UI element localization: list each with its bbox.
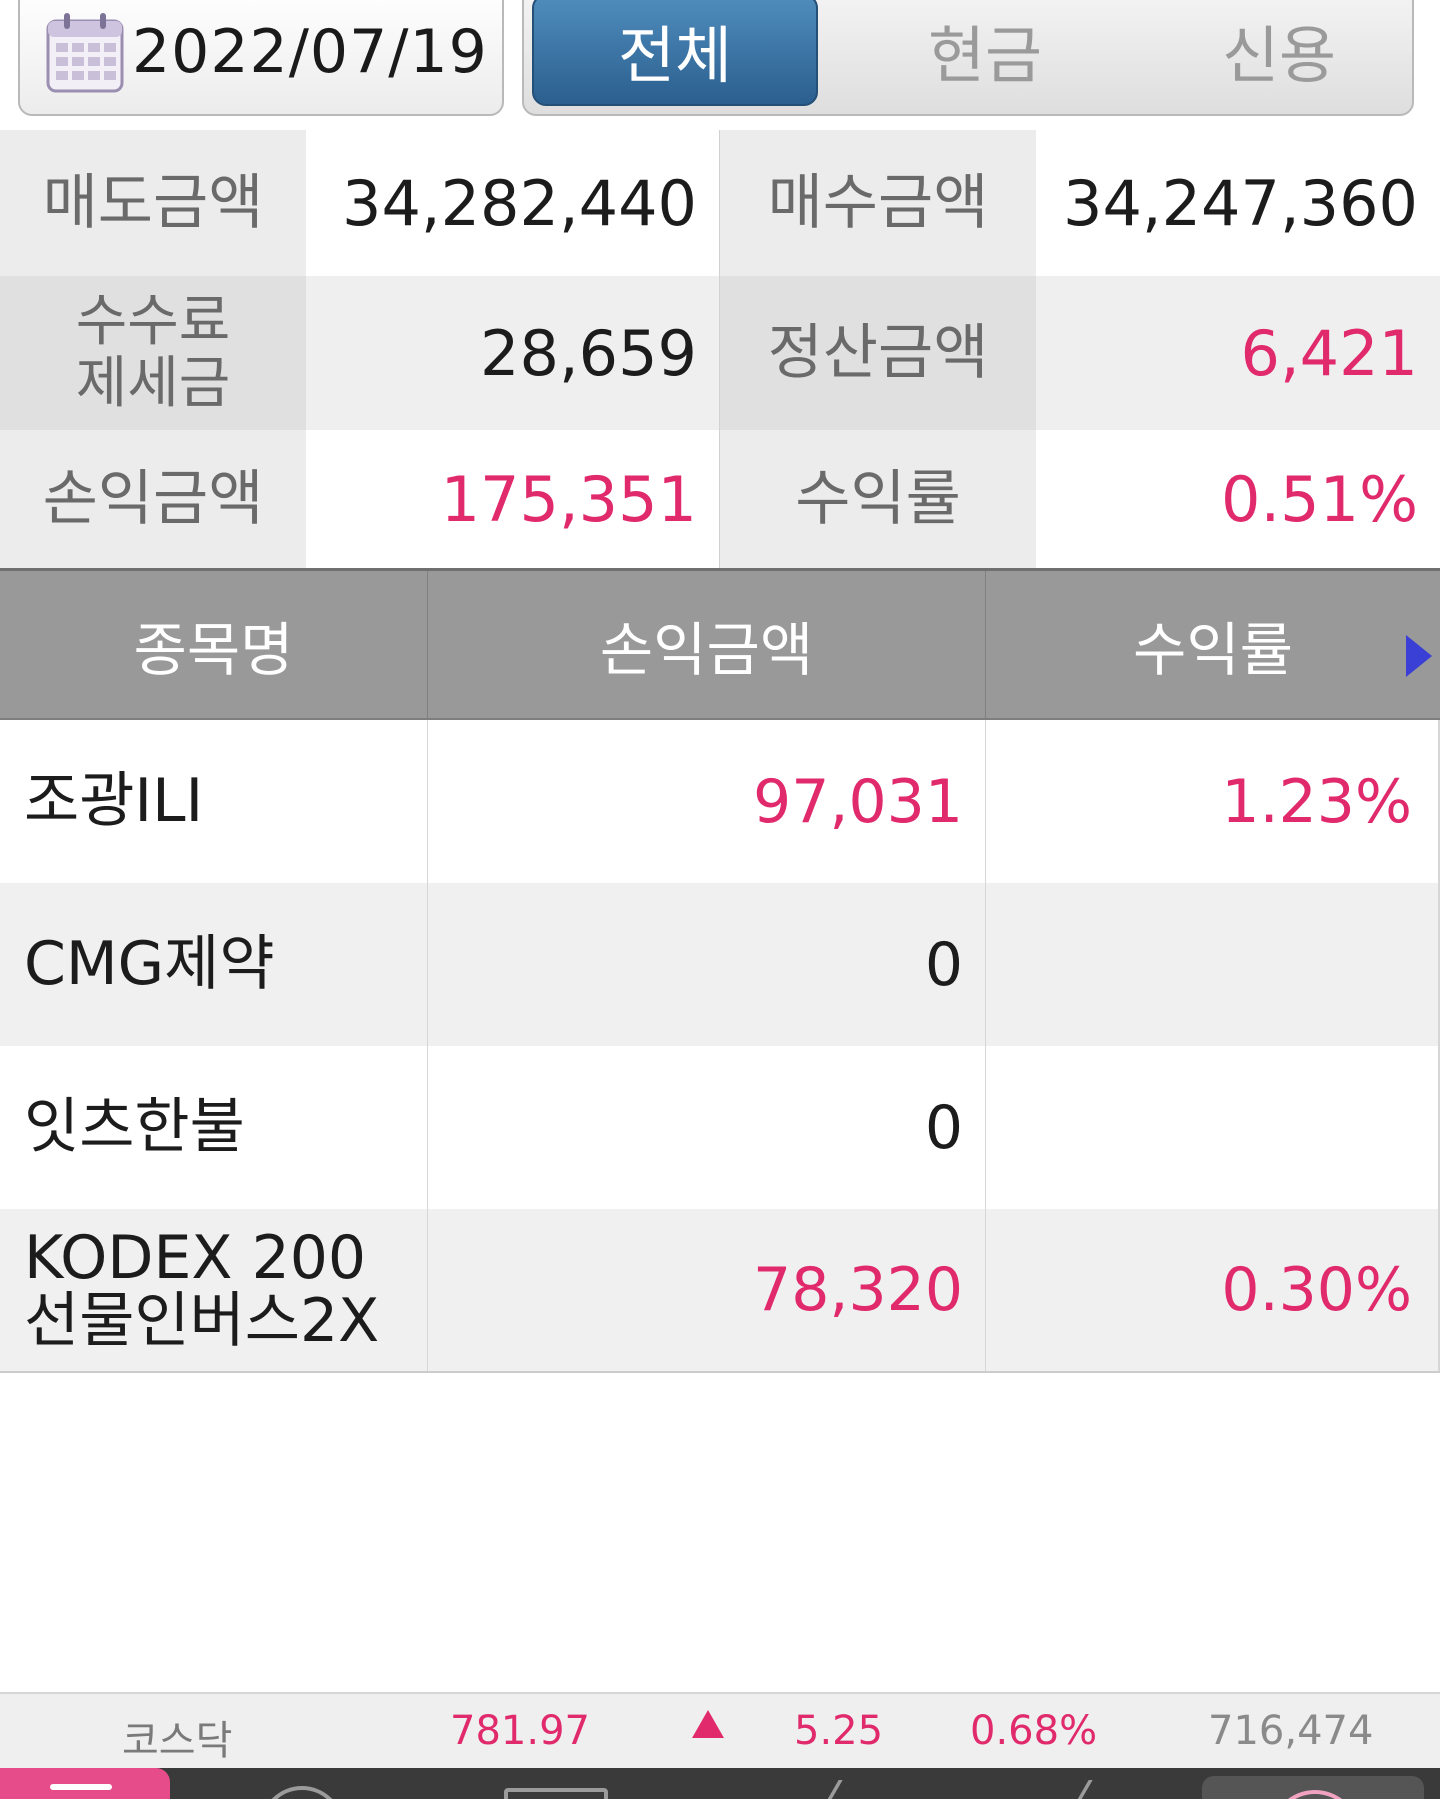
date-value: 2022/07/19 [132,17,488,87]
menu-icon [50,1784,112,1790]
header-pnl[interactable]: 손익금액 [428,571,986,718]
calendar-icon [46,11,124,93]
stock-return [986,1046,1440,1209]
fee-label: 수수료 [75,289,231,355]
table-row[interactable]: 잇츠한불 0 [0,1046,1440,1209]
stock-name-line1: KODEX 200 [24,1223,367,1293]
summary-panel: 매도금액 34,282,440 매수금액 34,247,360 수수료 제세금 … [0,130,1440,568]
table-row[interactable]: CMG제약 0 [0,883,1440,1046]
stock-return: 1.23% [986,720,1440,883]
tab-all[interactable]: 전체 [532,0,818,106]
table-row[interactable]: KODEX 200 선물인버스2X 78,320 0.30% [0,1209,1440,1373]
date-picker-button[interactable]: 2022/07/19 [18,0,504,116]
index-volume: 716,474 [1208,1708,1374,1754]
sell-amount-label: 매도금액 [0,130,306,276]
nav-chart-icon[interactable] [821,1780,879,1799]
header-return[interactable]: 수익률 [986,571,1440,718]
tax-label: 제세금 [75,351,231,416]
table-header: 종목명 손익금액 수익률 [0,568,1440,720]
next-column-arrow-icon[interactable] [1404,625,1434,677]
stock-return: 0.30% [986,1209,1440,1371]
summary-row: 손익금액 175,351 수익률 0.51% [0,430,1440,568]
index-change-percent: 0.68% [970,1708,1098,1754]
stock-pnl: 0 [428,1046,986,1209]
index-name: 코스닥 [122,1718,233,1764]
up-triangle-icon [690,1704,726,1750]
table-body: 조광ILI 97,031 1.23% CMG제약 0 잇츠한불 0 KODEX … [0,720,1440,1373]
stock-name: KODEX 200 선물인버스2X [0,1209,428,1371]
bottom-nav [0,1768,1440,1799]
summary-row: 수수료 제세금 28,659 정산금액 6,421 [0,276,1440,430]
index-value: 781.97 [450,1708,590,1754]
settlement-value: 6,421 [1036,276,1440,430]
sell-amount-value: 34,282,440 [306,130,720,276]
buy-amount-label: 매수금액 [720,130,1036,276]
header-stock-name[interactable]: 종목명 [0,571,428,718]
nav-right-panel [1202,1776,1424,1799]
stock-name: CMG제약 [0,883,428,1046]
stock-pnl: 0 [428,883,986,1046]
account-type-segmented-control: 전체 현금 신용 [522,0,1414,116]
header-return-label: 수익률 [1132,615,1294,684]
fee-tax-value: 28,659 [306,276,720,430]
stock-return [986,883,1440,1046]
menu-button[interactable] [0,1768,170,1799]
settlement-label: 정산금액 [720,276,1036,430]
stock-pnl: 78,320 [428,1209,986,1371]
return-value: 0.51% [1036,430,1440,568]
fee-tax-label: 수수료 제세금 [0,276,306,430]
buy-amount-value: 34,247,360 [1036,130,1440,276]
stock-name: 잇츠한불 [0,1046,428,1209]
filter-bar: 2022/07/19 전체 현금 신용 [0,0,1440,128]
stock-name: 조광ILI [0,720,428,883]
return-label: 수익률 [720,430,1036,568]
stock-pnl: 97,031 [428,720,986,883]
tab-credit[interactable]: 신용 [1221,19,1337,92]
nav-order-icon[interactable] [1071,1780,1129,1799]
table-row[interactable]: 조광ILI 97,031 1.23% [0,720,1440,883]
index-change: 5.25 [794,1708,884,1754]
nav-card-icon[interactable] [504,1788,608,1799]
nav-circle-icon[interactable] [260,1786,344,1799]
pnl-label: 손익금액 [0,430,306,568]
stock-name-line2: 선물인버스2X [24,1286,380,1356]
market-ticker[interactable]: 코스닥 781.97 5.25 0.68% 716,474 [0,1692,1440,1768]
tab-cash[interactable]: 현금 [927,19,1043,92]
summary-row: 매도금액 34,282,440 매수금액 34,247,360 [0,130,1440,276]
pnl-value: 175,351 [306,430,720,568]
